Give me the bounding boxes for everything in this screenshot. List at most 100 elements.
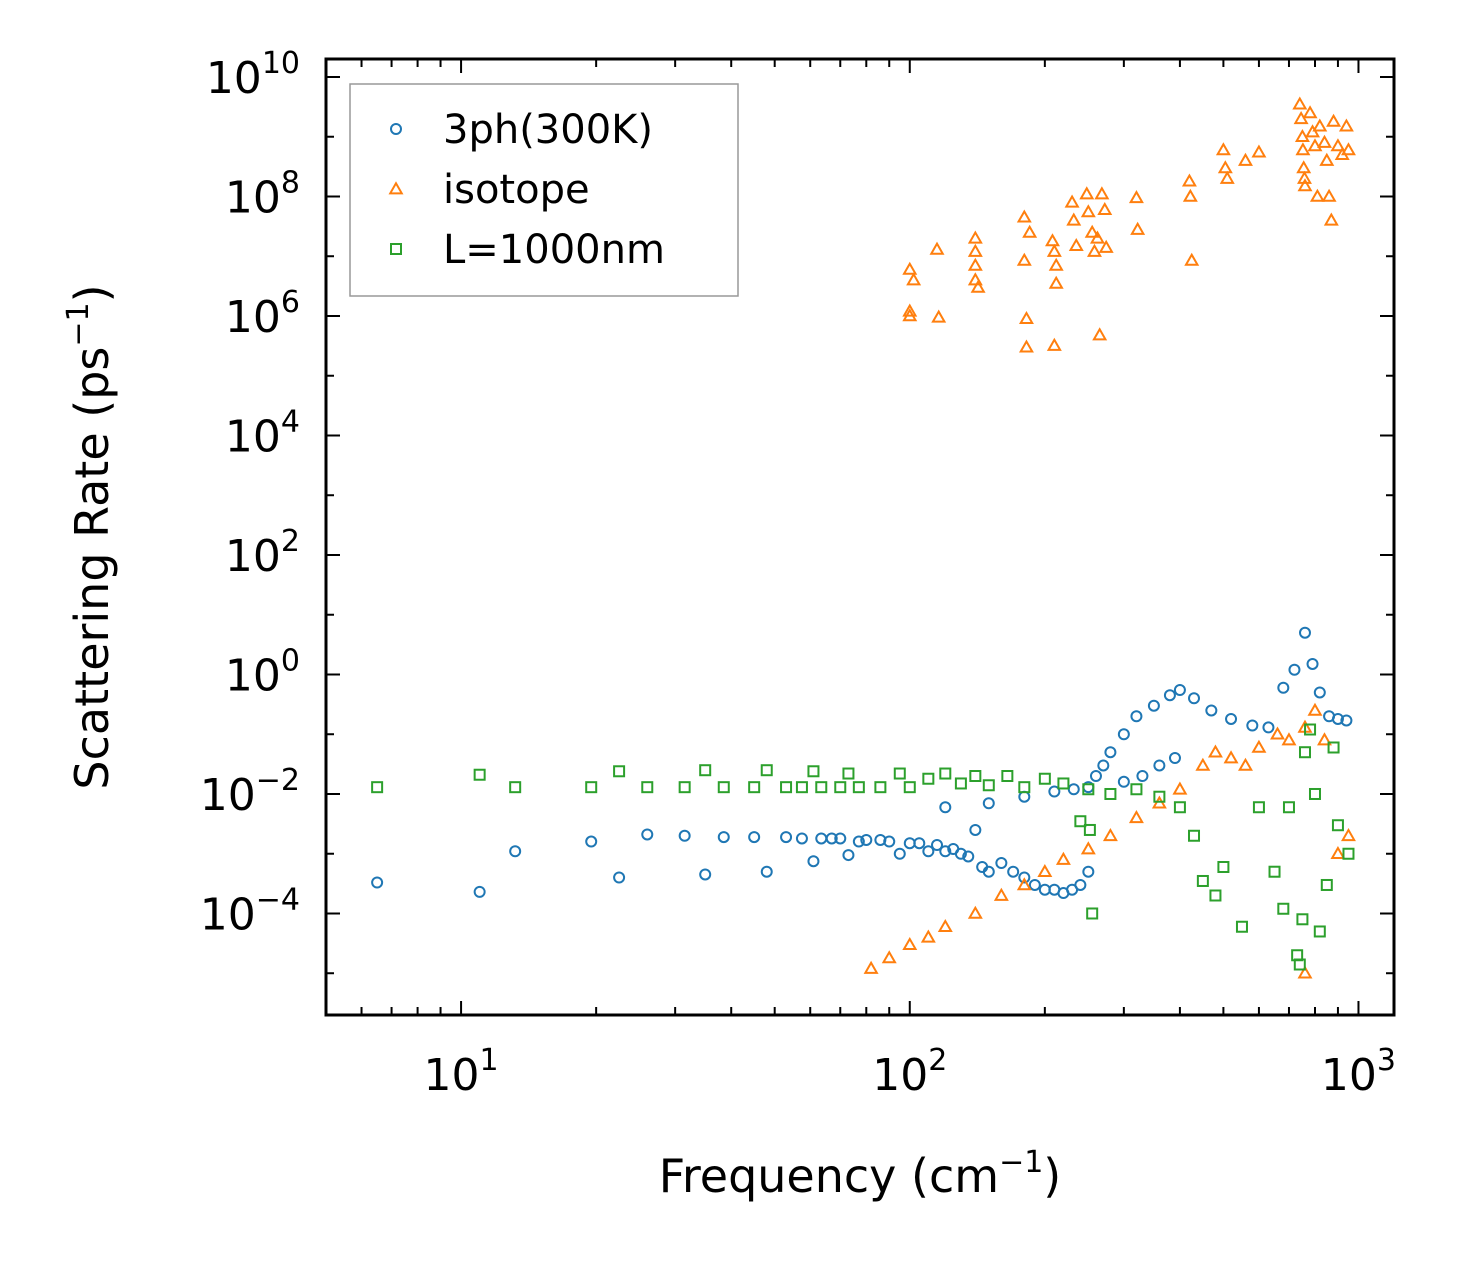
data-point — [1046, 337, 1062, 351]
data-point — [1094, 186, 1110, 200]
data-point — [1067, 783, 1080, 796]
data-point — [982, 865, 995, 878]
data-point — [748, 831, 761, 844]
data-point — [852, 781, 865, 794]
data-point — [939, 767, 952, 780]
data-point — [1309, 188, 1325, 202]
data-point — [842, 767, 855, 780]
data-point — [902, 303, 918, 317]
data-points — [371, 96, 1356, 979]
data-point — [1130, 710, 1143, 723]
data-point — [473, 768, 486, 781]
data-point — [1079, 186, 1095, 200]
data-point — [1038, 772, 1051, 785]
data-point — [1045, 233, 1060, 247]
y-axis-label: Scattering Rate (ps−1) — [61, 284, 119, 789]
data-point — [613, 765, 626, 778]
data-point — [1147, 699, 1160, 712]
data-point — [1297, 965, 1313, 979]
series-square — [371, 723, 1355, 971]
y-tick-label: 102 — [225, 524, 300, 582]
legend-frame — [349, 83, 739, 297]
data-point — [1331, 712, 1344, 725]
data-point — [1195, 757, 1211, 771]
data-point — [1306, 657, 1319, 670]
data-point — [969, 770, 982, 782]
data-point — [1294, 128, 1310, 143]
data-point — [1104, 787, 1117, 800]
data-point — [1308, 787, 1321, 800]
data-point — [1016, 209, 1032, 223]
data-point — [1277, 681, 1290, 694]
data-point — [1340, 714, 1353, 727]
data-point — [920, 929, 936, 943]
legend-marker-circle — [390, 123, 402, 135]
data-point — [967, 243, 983, 257]
data-point — [825, 832, 838, 845]
y-tick-label: 108 — [225, 165, 300, 223]
data-point — [1238, 152, 1253, 166]
data-point — [1270, 726, 1285, 740]
data-point — [1251, 144, 1267, 158]
data-point — [967, 257, 983, 271]
data-point — [780, 831, 793, 844]
y-tick-label: 1010 — [206, 46, 300, 104]
data-point — [1277, 902, 1290, 915]
data-point — [1246, 719, 1259, 732]
data-point — [1018, 790, 1031, 803]
data-point — [1066, 212, 1082, 226]
data-point — [1057, 777, 1070, 790]
data-point — [1130, 221, 1146, 235]
data-point — [842, 849, 855, 862]
data-point — [1330, 138, 1346, 152]
data-point — [1097, 201, 1113, 216]
data-point — [852, 835, 865, 848]
data-point — [1055, 851, 1071, 865]
data-point — [1074, 878, 1087, 891]
data-point — [1223, 750, 1239, 764]
data-point — [1298, 626, 1311, 639]
data-point — [1130, 783, 1143, 796]
data-point — [1086, 907, 1099, 920]
data-point — [1153, 790, 1166, 803]
data-point — [1064, 194, 1080, 208]
data-point — [807, 855, 820, 868]
data-point — [922, 772, 935, 785]
data-point — [1317, 134, 1332, 148]
data-point — [1172, 781, 1188, 795]
data-point — [1082, 865, 1095, 878]
data-point — [1217, 860, 1230, 873]
data-point — [962, 850, 975, 863]
data-point — [1080, 204, 1096, 218]
data-point — [860, 833, 873, 846]
data-point — [815, 781, 828, 794]
data-point — [906, 272, 922, 286]
data-point — [717, 831, 730, 844]
data-point — [982, 797, 995, 810]
data-point — [1292, 96, 1308, 110]
data-point — [1207, 744, 1223, 758]
data-point — [1341, 827, 1356, 842]
data-point — [939, 801, 952, 814]
data-point — [939, 845, 952, 858]
data-point — [1104, 746, 1117, 759]
data-point — [1181, 173, 1197, 187]
data-point — [1097, 759, 1110, 772]
data-point — [929, 241, 945, 255]
data-point — [1319, 152, 1335, 166]
data-point — [815, 832, 828, 845]
data-point — [1080, 841, 1096, 855]
data-point — [1251, 739, 1267, 753]
data-point — [1295, 142, 1311, 156]
data-point — [1342, 847, 1355, 860]
data-point — [1046, 243, 1062, 257]
data-point — [1288, 663, 1301, 676]
data-point — [970, 279, 986, 293]
data-point — [1296, 160, 1312, 174]
series-circle — [371, 626, 1353, 900]
data-point — [699, 868, 712, 881]
data-point — [795, 781, 808, 794]
data-point — [1037, 863, 1053, 878]
data-point — [1268, 865, 1281, 878]
